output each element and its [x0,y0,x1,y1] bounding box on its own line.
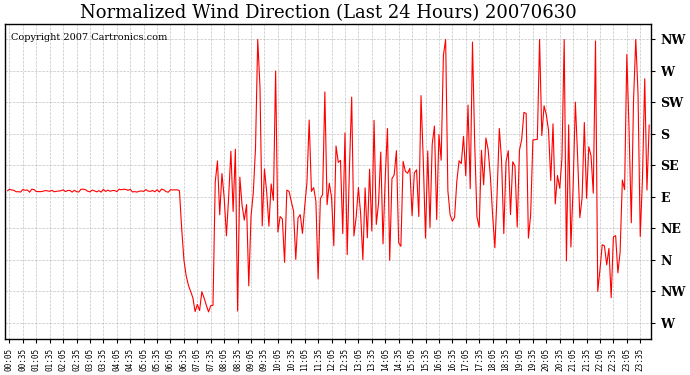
Text: Copyright 2007 Cartronics.com: Copyright 2007 Cartronics.com [12,33,168,42]
Title: Normalized Wind Direction (Last 24 Hours) 20070630: Normalized Wind Direction (Last 24 Hours… [80,4,577,22]
